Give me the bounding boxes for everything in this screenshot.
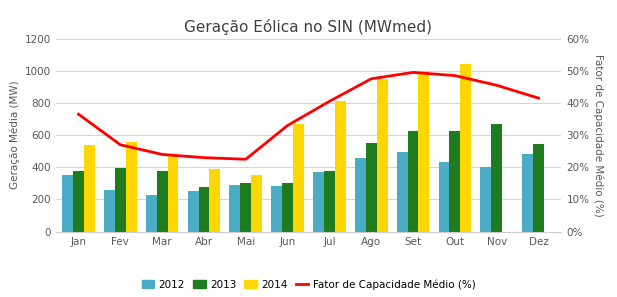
Bar <box>168 154 178 232</box>
Bar <box>230 185 241 232</box>
Bar <box>62 175 73 232</box>
Bar <box>376 79 387 232</box>
Bar <box>209 169 220 232</box>
Y-axis label: Fator de Capacidade Médio (%): Fator de Capacidade Médio (%) <box>593 54 603 217</box>
Bar <box>293 124 304 232</box>
Bar <box>366 143 376 232</box>
Bar <box>73 170 84 232</box>
Bar <box>491 124 502 232</box>
Bar <box>355 159 366 232</box>
Bar <box>481 167 491 232</box>
Bar <box>522 154 533 232</box>
Legend: 2012, 2013, 2014, Fator de Capacidade Médio (%): 2012, 2013, 2014, Fator de Capacidade Mé… <box>139 277 478 292</box>
Bar <box>157 170 168 232</box>
Bar <box>533 144 544 232</box>
Bar <box>282 184 293 232</box>
Y-axis label: Geração Média (MW): Geração Média (MW) <box>10 81 20 189</box>
Bar <box>460 64 471 232</box>
Bar <box>397 152 408 232</box>
Bar <box>449 131 460 232</box>
Bar <box>439 162 449 232</box>
Bar <box>313 172 324 232</box>
Bar <box>251 175 262 232</box>
Bar <box>418 71 429 232</box>
Bar <box>104 190 115 232</box>
Bar <box>84 145 95 232</box>
Bar <box>324 170 335 232</box>
Bar <box>115 168 126 232</box>
Title: Geração Eólica no SIN (MWmed): Geração Eólica no SIN (MWmed) <box>184 19 433 35</box>
Bar <box>408 131 418 232</box>
Bar <box>188 191 199 232</box>
Bar <box>271 186 282 232</box>
Bar <box>241 183 251 232</box>
Bar <box>146 195 157 232</box>
Bar <box>335 101 346 232</box>
Bar <box>126 142 136 232</box>
Bar <box>199 187 209 232</box>
